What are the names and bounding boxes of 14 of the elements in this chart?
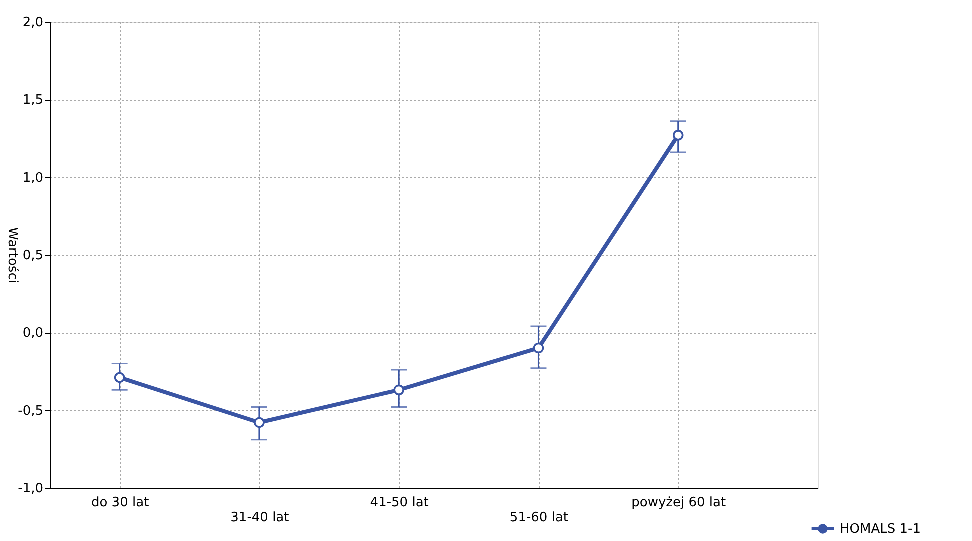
x-tick-label: 51-60 lat: [510, 510, 569, 526]
y-axis-title: Wartości: [5, 228, 20, 284]
x-tick-label: 31-40 lat: [230, 510, 290, 526]
legend-label: HOMALS 1-1: [840, 522, 921, 537]
y-tick-label: 2,0: [22, 16, 44, 30]
x-tick-label: do 30 lat: [91, 496, 150, 510]
y-tick-label: 1,0: [22, 170, 44, 186]
y-tick-label: 1,5: [22, 93, 44, 108]
y-tick-label: -0,5: [18, 404, 44, 419]
x-tick-label: 41-50 lat: [370, 496, 429, 510]
y-tick-label: 0,5: [22, 248, 44, 264]
y-tick-label: -1,0: [18, 482, 44, 496]
y-tick-label: 0,0: [22, 326, 44, 342]
x-tick-label: powyżej 60 lat: [632, 496, 726, 510]
